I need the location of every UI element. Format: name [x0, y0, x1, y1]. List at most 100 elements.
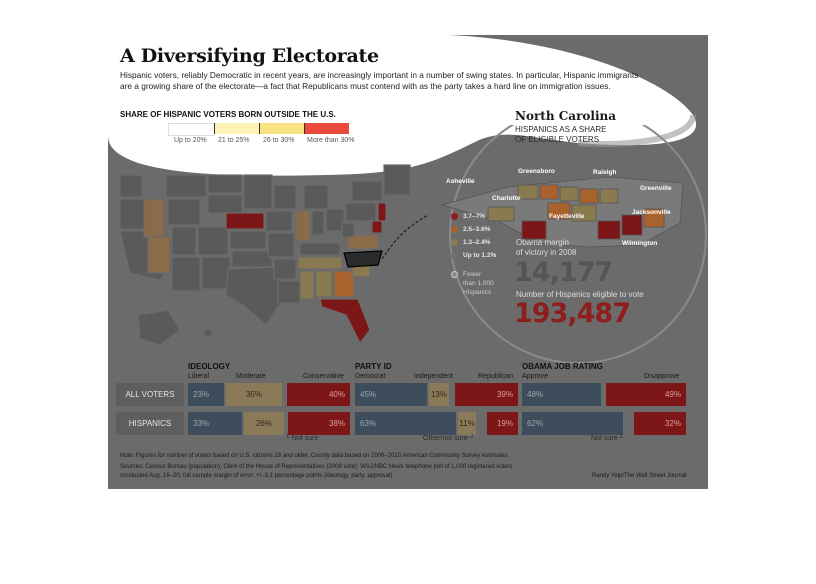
state-ms [299, 270, 315, 300]
state-nc [343, 250, 383, 268]
state-id [143, 198, 165, 238]
credit: Randy Yeip/The Wall Street Journal [592, 473, 687, 479]
state-ks [229, 230, 267, 250]
state-nj [377, 202, 387, 222]
legend-swatch-3 [259, 123, 304, 134]
nc-county [579, 188, 599, 204]
eligible-value: 193,487 [514, 298, 631, 329]
cell-all-moderate: 35% [226, 383, 282, 406]
row-label-hispanics: HISPANICS [116, 412, 184, 435]
not-sure-label-obama: Not sure ┘ [591, 435, 625, 442]
nc-county [559, 186, 579, 202]
nc-title: North Carolina [515, 109, 617, 123]
cell-hisp-approve: 62% [522, 412, 623, 435]
state-wi [273, 184, 297, 210]
state-oh [325, 208, 345, 232]
nc-legend-label-2: than 1,000 [463, 280, 494, 287]
group-ideology: IDEOLOGY [188, 362, 231, 371]
state-az [171, 256, 201, 292]
not-sure-label-ideology: └ Not sure [285, 435, 319, 442]
footnote-line-2: Sources: Census Bureau (population); Cle… [120, 464, 513, 470]
legend-label-4: More than 30% [307, 137, 355, 144]
nc-subtitle-2: OF ELIGIBLE VOTERS [515, 135, 600, 144]
infographic-panel: A Diversifying Electorate Hispanic voter… [108, 35, 708, 489]
group-party: PARTY ID [355, 362, 392, 371]
nc-legend-label: Up to 1.2% [463, 252, 497, 259]
nc-legend-dot [451, 213, 458, 220]
cell-hisp-disapprove: 32% [634, 412, 686, 435]
nc-county [487, 206, 515, 222]
city-label: Greenville [640, 185, 672, 192]
nc-county [599, 188, 619, 204]
nc-legend-label-3: Hispanics [463, 289, 492, 296]
state-fl [319, 298, 371, 345]
col-republican: Republican [478, 373, 514, 380]
cell-all-liberal: 23% [188, 383, 224, 406]
footnote-line-3: conducted Aug. 16–20, full sample margin… [120, 473, 393, 479]
nc-county [643, 208, 665, 228]
state-sd [207, 194, 243, 214]
state-ia [265, 210, 293, 232]
state-or [119, 198, 147, 230]
state-al [315, 270, 333, 298]
cell-hisp-independent: 11% [458, 412, 476, 435]
legend-label-2: 21 to 25% [218, 137, 250, 144]
nc-legend-label: Fewer [463, 271, 482, 278]
state-tn [297, 256, 343, 270]
cell-hisp-conservative: 38% [288, 412, 350, 435]
state-md [371, 220, 383, 234]
nc-legend-label: 3.7–7% [463, 213, 486, 220]
col-independent: Independent [414, 373, 453, 380]
state-nv [147, 236, 171, 274]
obama-margin-value: 14,177 [514, 257, 613, 288]
state-wv [341, 222, 355, 238]
state-ar [273, 258, 297, 280]
cell-hisp-democrat: 63% [355, 412, 456, 435]
state-mi [303, 184, 329, 210]
cell-all-democrat: 45% [355, 383, 427, 406]
legend-label-1: Up to 20% [174, 137, 207, 144]
state-ok [231, 250, 273, 268]
subtitle-line-1: Hispanic voters, reliably Democratic in … [120, 70, 639, 80]
city-label: Greensboro [518, 168, 555, 175]
subtitle-line-2: are a growing share of the electorate—a … [120, 81, 611, 91]
cell-all-independent: 13% [429, 383, 449, 406]
state-mo [267, 232, 295, 258]
nc-detail [440, 125, 707, 364]
other-not-sure-label: Other/not sure ┘ [423, 435, 475, 442]
col-democrat: Democrat [355, 373, 386, 380]
nc-county [621, 214, 643, 236]
nc-county [539, 184, 559, 200]
city-label: Fayetteville [549, 213, 585, 220]
city-label: Raleigh [593, 169, 617, 176]
group-obama: OBAMA JOB RATING [522, 362, 603, 371]
cell-all-conservative: 40% [287, 383, 350, 406]
state-il [295, 210, 311, 242]
nc-county [521, 220, 547, 240]
state-ky [299, 242, 341, 256]
city-label: Asheville [446, 178, 475, 185]
legend-label-3: 26 to 30% [263, 137, 295, 144]
cell-hisp-moderate: 26% [244, 412, 284, 435]
state-pa [345, 202, 377, 222]
row-label-all-voters: ALL VOTERS [116, 383, 184, 406]
nc-county [517, 184, 539, 200]
nc-legend-dot [451, 226, 458, 233]
footnote-line-1: Note: Figures for number of voters based… [120, 453, 510, 459]
nc-legend-label: 1.3–2.4% [463, 239, 491, 246]
eligible-label: Number of Hispanics eligible to vote [516, 290, 644, 299]
state-mn [243, 174, 273, 210]
cell-hisp-republican: 19% [487, 412, 518, 435]
state-va [347, 234, 379, 250]
nc-county [571, 204, 597, 222]
col-moderate: Moderate [236, 373, 266, 380]
cell-hisp-liberal: 33% [188, 412, 242, 435]
state-hi [203, 328, 213, 338]
legend-swatch-2 [214, 123, 259, 134]
obama-margin-label-2: of victory in 2008 [516, 248, 577, 257]
not-sure-text: Not sure [291, 435, 319, 442]
page-title: A Diversifying Electorate [120, 45, 379, 67]
cell-all-republican: 39% [455, 383, 518, 406]
col-approve: Approve [522, 373, 549, 380]
obama-margin-label: Obama margin [516, 238, 569, 247]
